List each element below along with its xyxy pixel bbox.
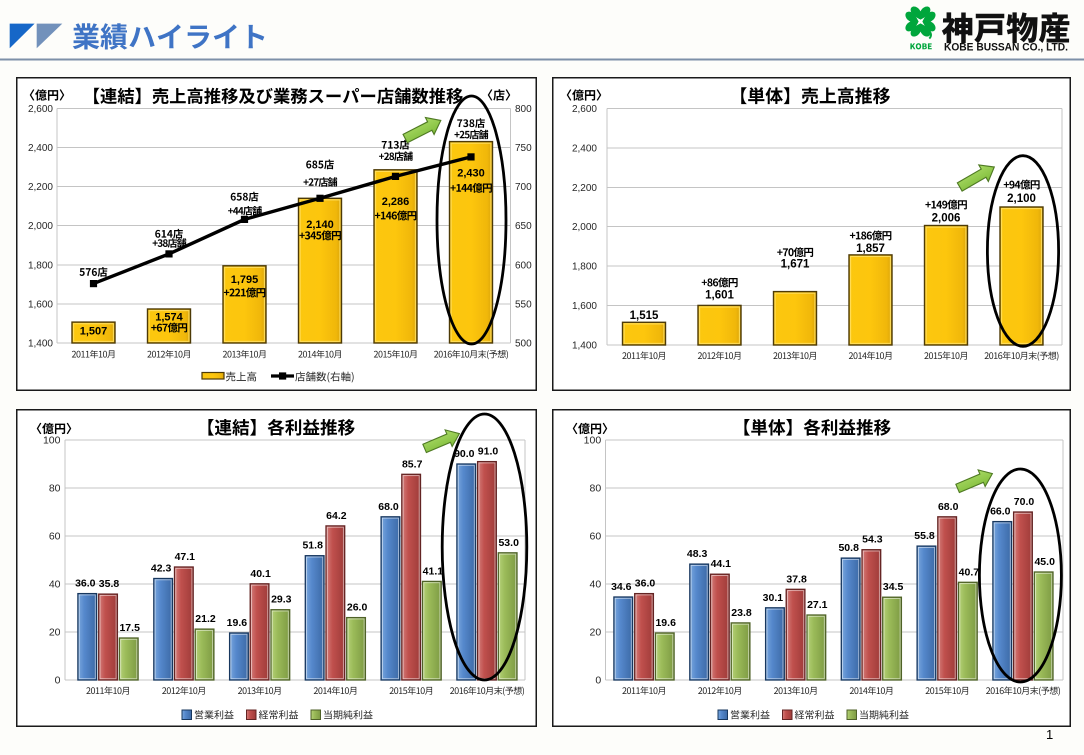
svg-text:650: 650: [515, 221, 532, 232]
svg-text:600: 600: [515, 260, 532, 271]
svg-text:34.5: 34.5: [883, 581, 904, 593]
svg-text:2,400: 2,400: [572, 143, 597, 154]
svg-text:45.0: 45.0: [1034, 556, 1055, 568]
svg-text:23.8: 23.8: [731, 607, 752, 619]
svg-text:2,400: 2,400: [28, 143, 53, 154]
svg-text:2,100: 2,100: [1007, 193, 1036, 205]
svg-text:1,574: 1,574: [155, 312, 183, 324]
svg-text:47.1: 47.1: [175, 551, 196, 563]
svg-text:41.1: 41.1: [423, 565, 444, 577]
svg-text:550: 550: [515, 299, 532, 310]
svg-text:1,515: 1,515: [630, 310, 659, 322]
svg-text:700: 700: [515, 182, 532, 193]
svg-text:2,600: 2,600: [572, 104, 597, 115]
svg-text:1,601: 1,601: [705, 289, 734, 301]
svg-text:19.6: 19.6: [655, 617, 676, 629]
svg-text:17.5: 17.5: [119, 622, 140, 634]
svg-text:1,507: 1,507: [80, 326, 108, 338]
svg-text:35.8: 35.8: [99, 578, 120, 590]
svg-text:1,857: 1,857: [856, 243, 885, 255]
svg-text:40: 40: [590, 579, 602, 591]
svg-text:20: 20: [49, 627, 61, 639]
svg-text:1,800: 1,800: [28, 260, 53, 271]
svg-text:1,795: 1,795: [231, 274, 259, 286]
svg-text:2,000: 2,000: [572, 222, 597, 233]
svg-text:64.2: 64.2: [326, 510, 347, 522]
svg-text:1,671: 1,671: [781, 258, 810, 270]
svg-text:2,200: 2,200: [28, 182, 53, 193]
svg-text:2,200: 2,200: [572, 183, 597, 194]
svg-text:KOBE BUSSAN CO., LTD.: KOBE BUSSAN CO., LTD.: [944, 42, 1068, 54]
svg-text:34.6: 34.6: [611, 581, 632, 593]
svg-text:2,140: 2,140: [306, 219, 334, 231]
svg-text:66.0: 66.0: [990, 506, 1011, 518]
svg-text:80: 80: [590, 483, 602, 495]
svg-text:2,430: 2,430: [457, 167, 485, 179]
svg-text:48.3: 48.3: [687, 548, 708, 560]
svg-text:54.3: 54.3: [862, 534, 883, 546]
svg-text:800: 800: [515, 104, 532, 115]
svg-text:68.0: 68.0: [378, 501, 399, 513]
svg-text:37.8: 37.8: [786, 573, 807, 585]
svg-text:2,000: 2,000: [28, 221, 53, 232]
svg-text:500: 500: [515, 339, 532, 350]
svg-text:2,006: 2,006: [932, 213, 961, 225]
svg-text:40: 40: [49, 579, 61, 591]
svg-text:40.7: 40.7: [959, 566, 980, 578]
svg-text:1,600: 1,600: [572, 301, 597, 312]
svg-text:60: 60: [49, 531, 61, 543]
svg-text:750: 750: [515, 143, 532, 154]
svg-text:100: 100: [43, 435, 61, 447]
svg-text:70.0: 70.0: [1014, 496, 1035, 508]
svg-text:29.3: 29.3: [271, 594, 292, 606]
svg-text:60: 60: [590, 531, 602, 543]
svg-text:2,286: 2,286: [382, 196, 410, 208]
svg-text:21.2: 21.2: [195, 613, 216, 625]
svg-text:1,800: 1,800: [572, 262, 597, 273]
svg-text:40.1: 40.1: [250, 568, 271, 580]
svg-text:90.0: 90.0: [454, 448, 475, 460]
svg-text:0: 0: [595, 675, 601, 687]
svg-text:27.1: 27.1: [807, 599, 828, 611]
svg-text:1,400: 1,400: [572, 341, 597, 352]
svg-text:2,600: 2,600: [28, 104, 53, 115]
svg-text:0: 0: [55, 675, 61, 687]
svg-text:85.7: 85.7: [402, 458, 423, 470]
svg-text:68.0: 68.0: [938, 501, 959, 513]
svg-text:53.0: 53.0: [498, 537, 519, 549]
svg-text:1,400: 1,400: [28, 339, 53, 350]
svg-text:26.0: 26.0: [347, 602, 368, 614]
svg-text:100: 100: [584, 435, 602, 447]
svg-text:36.0: 36.0: [75, 578, 96, 590]
svg-text:30.1: 30.1: [763, 592, 784, 604]
svg-text:19.6: 19.6: [227, 617, 248, 629]
svg-text:91.0: 91.0: [478, 446, 499, 458]
svg-text:36.0: 36.0: [635, 578, 656, 590]
svg-text:44.1: 44.1: [711, 558, 732, 570]
svg-text:80: 80: [49, 483, 61, 495]
svg-text:1,600: 1,600: [28, 299, 53, 310]
svg-text:42.3: 42.3: [151, 563, 172, 575]
svg-text:20: 20: [590, 627, 602, 639]
svg-text:50.8: 50.8: [838, 542, 859, 554]
svg-text:55.8: 55.8: [914, 530, 935, 542]
svg-text:51.8: 51.8: [302, 540, 323, 552]
